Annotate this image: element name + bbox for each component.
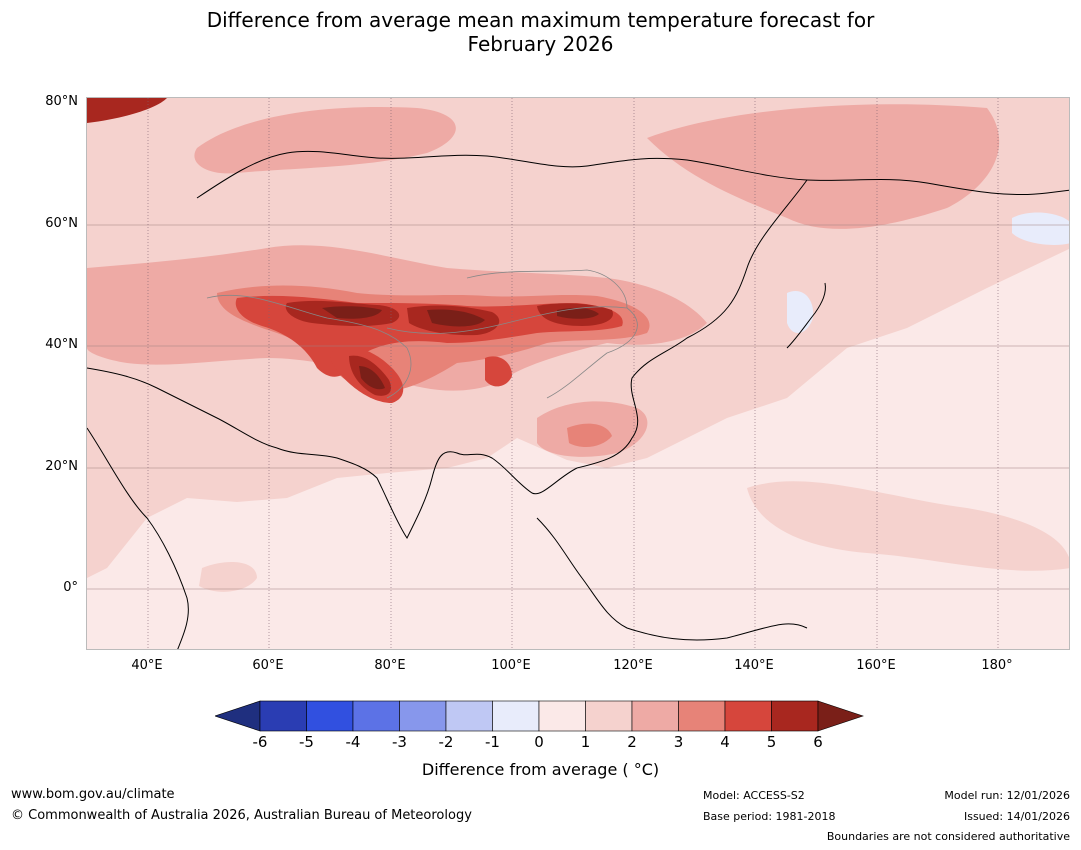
colorbar-segment	[306, 700, 354, 732]
lat-label-60n: 60°N	[45, 216, 78, 231]
lat-label-80n: 80°N	[45, 94, 78, 109]
map-canvas	[87, 98, 1069, 649]
border-mongolia	[466, 269, 628, 309]
colorbar-tick-label: -5	[299, 733, 314, 751]
anomaly-2-3-siberia	[647, 104, 1000, 229]
colorbar-tick-label: 6	[813, 733, 823, 751]
colorbar-tick-label: 0	[534, 733, 544, 751]
colorbar-tick-label: -4	[345, 733, 361, 751]
lon-label-140e: 140°E	[734, 658, 774, 673]
forecast-map	[86, 97, 1070, 650]
colorbar-segment	[724, 700, 772, 732]
anomaly-cool-kamchatka	[1012, 212, 1069, 245]
coast-africa-east	[87, 427, 189, 649]
coastlines	[87, 150, 1069, 649]
lon-label-120e: 120°E	[613, 658, 653, 673]
map-title: Difference from average mean maximum tem…	[0, 8, 1081, 56]
colorbar-segment	[585, 700, 633, 732]
footer-base-period: Base period: 1981-2018	[703, 810, 836, 823]
lat-label-20n: 20°N	[45, 459, 78, 474]
footer-boundaries: Boundaries are not considered authoritat…	[826, 830, 1070, 843]
lon-label-180: 180°	[981, 658, 1013, 673]
colorbar-tick-label: -1	[485, 733, 500, 751]
anomaly-2-3-arctic	[194, 107, 456, 174]
footer-copyright: © Commonwealth of Australia 2026, Austra…	[11, 808, 472, 823]
anomaly-cool-japan	[787, 290, 814, 334]
title-line-2: February 2026	[467, 32, 614, 56]
border-china	[386, 306, 638, 399]
colorbar-segment	[352, 700, 400, 732]
anomaly-1-2-pacific	[747, 481, 1069, 571]
colorbar	[215, 700, 864, 732]
colorbar-tick-label: -6	[252, 733, 268, 751]
anomaly-6-plus-west	[322, 306, 382, 319]
border-central-asia	[206, 294, 412, 399]
colorbar-extension-high	[817, 700, 864, 732]
colorbar-segment	[492, 700, 540, 732]
title-line-1: Difference from average mean maximum tem…	[206, 8, 875, 32]
colorbar-segment	[631, 700, 679, 732]
anomaly-3-4-china	[567, 423, 612, 448]
colorbar-label: Difference from average ( °C)	[421, 760, 660, 779]
colorbar-extension-low	[215, 700, 261, 732]
anomaly-6-plus-east	[557, 307, 599, 319]
anomaly-6-plus-mid	[427, 309, 485, 327]
colorbar-tick-label: 1	[580, 733, 591, 751]
coast-east-asia	[576, 179, 808, 469]
footer-model: Model: ACCESS-S2	[703, 789, 805, 802]
coast-arctic	[196, 150, 1069, 199]
colorbar-segment	[771, 700, 819, 732]
footer-issued: Issued: 14/01/2026	[963, 810, 1070, 823]
colorbar-tick-label: 2	[627, 733, 637, 751]
colorbar-segment	[399, 700, 447, 732]
anomaly-6-plus-arctic	[87, 98, 167, 123]
colorbar-tick-label: -2	[438, 733, 454, 751]
colorbar-segment	[445, 700, 493, 732]
colorbar-tick-label: 5	[766, 733, 777, 751]
colorbar-segment	[678, 700, 726, 732]
lon-label-80e: 80°E	[374, 658, 406, 673]
lon-label-160e: 160°E	[856, 658, 896, 673]
footer-model-run: Model run: 12/01/2026	[944, 789, 1070, 802]
lat-label-0: 0°	[63, 580, 78, 595]
colorbar-segment	[259, 700, 307, 732]
lon-label-100e: 100°E	[491, 658, 531, 673]
meridians	[147, 98, 999, 649]
anomaly-6-plus-tibet	[359, 366, 385, 390]
colorbar-segment	[538, 700, 586, 732]
anomaly-1-2-indian	[199, 562, 257, 592]
lon-label-40e: 40°E	[131, 658, 163, 673]
coast-arabia	[87, 367, 278, 449]
lat-label-40n: 40°N	[45, 337, 78, 352]
footer-url[interactable]: www.bom.gov.au/climate	[11, 787, 175, 802]
lon-label-60e: 60°E	[252, 658, 284, 673]
coast-south-asia	[276, 447, 578, 539]
anomaly-4-5-china	[485, 356, 512, 387]
country-borders	[206, 269, 638, 399]
coast-southeast-asia	[536, 517, 808, 641]
coast-japan	[786, 282, 826, 349]
colorbar-tick-label: 4	[720, 733, 730, 751]
colorbar-tick-label: 3	[673, 733, 684, 751]
colorbar-tick-label: -3	[392, 733, 407, 751]
